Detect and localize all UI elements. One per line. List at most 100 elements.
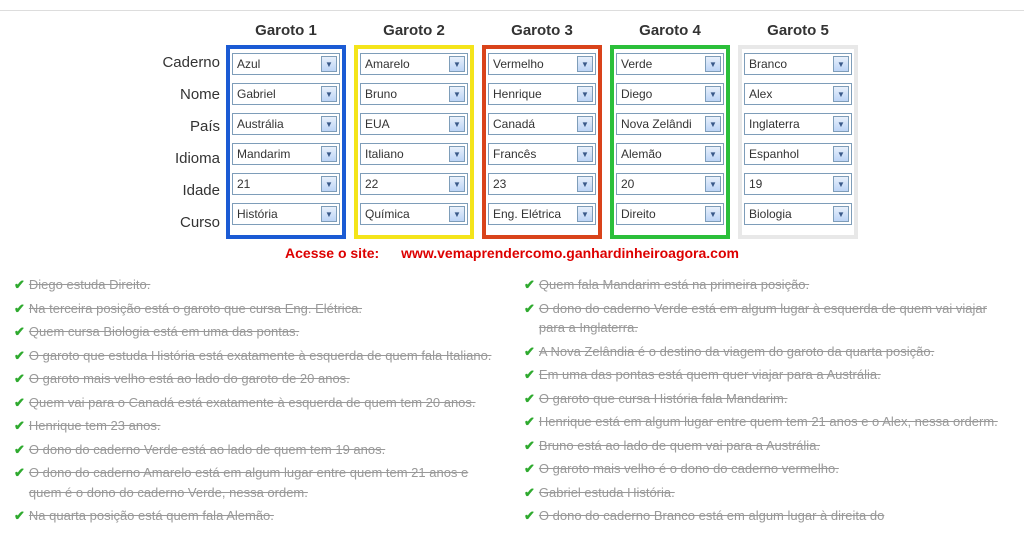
check-icon: ✔ (14, 275, 25, 295)
clues: ✔Diego estuda Direito.✔Na terceira posiç… (0, 271, 1024, 530)
chevron-down-icon[interactable]: ▼ (449, 206, 465, 222)
dropdown-select[interactable]: Verde▼ (616, 53, 724, 75)
dropdown-select[interactable]: Alemão▼ (616, 143, 724, 165)
dropdown-select[interactable]: 23▼ (488, 173, 596, 195)
chevron-down-icon[interactable]: ▼ (321, 146, 337, 162)
dropdown-select[interactable]: Mandarim▼ (232, 143, 340, 165)
dropdown-select[interactable]: 21▼ (232, 173, 340, 195)
dropdown-select[interactable]: Inglaterra▼ (744, 113, 852, 135)
divider (0, 10, 1024, 11)
clue-item: ✔A Nova Zelândia é o destino da viagem d… (524, 342, 1010, 362)
dropdown-value: 19 (749, 177, 762, 191)
chevron-down-icon[interactable]: ▼ (705, 86, 721, 102)
clue-text: O dono do caderno Branco está em algum l… (539, 506, 884, 526)
chevron-down-icon[interactable]: ▼ (577, 146, 593, 162)
row-label: Idade (182, 175, 220, 207)
chevron-down-icon[interactable]: ▼ (833, 206, 849, 222)
dropdown-select[interactable]: 19 ▼ (744, 173, 852, 195)
clue-item: ✔Gabriel estuda História. (524, 483, 1010, 503)
chevron-down-icon[interactable]: ▼ (321, 86, 337, 102)
dropdown-select[interactable]: História ▼ (232, 203, 340, 225)
dropdown-value: História (237, 207, 278, 221)
chevron-down-icon[interactable]: ▼ (321, 116, 337, 132)
clues-left: ✔Diego estuda Direito.✔Na terceira posiç… (14, 271, 500, 530)
dropdown-select[interactable]: Bruno▼ (360, 83, 468, 105)
chevron-down-icon[interactable]: ▼ (449, 176, 465, 192)
chevron-down-icon[interactable]: ▼ (449, 56, 465, 72)
dropdown-value: Alex (749, 87, 772, 101)
clue-text: Na terceira posição está o garoto que cu… (29, 299, 362, 319)
dropdown-value: Biologia (749, 207, 792, 221)
chevron-down-icon[interactable]: ▼ (833, 146, 849, 162)
dropdown-select[interactable]: Francês▼ (488, 143, 596, 165)
clue-text: Na quarta posição está quem fala Alemão. (29, 506, 274, 526)
dropdown-select[interactable]: Azul▼ (232, 53, 340, 75)
check-icon: ✔ (524, 436, 535, 456)
chevron-down-icon[interactable]: ▼ (577, 56, 593, 72)
dropdown-select[interactable]: Nova Zelândi▼ (616, 113, 724, 135)
chevron-down-icon[interactable]: ▼ (449, 86, 465, 102)
dropdown-select[interactable]: Biologia ▼ (744, 203, 852, 225)
chevron-down-icon[interactable]: ▼ (833, 86, 849, 102)
clue-item: ✔O garoto que estuda História está exata… (14, 346, 500, 366)
puzzle-column: Garoto 1Azul▼Gabriel▼Austrália▼Mandarim▼… (226, 19, 346, 239)
chevron-down-icon[interactable]: ▼ (321, 206, 337, 222)
column-header: Garoto 5 (738, 19, 858, 43)
dropdown-select[interactable]: Branco▼ (744, 53, 852, 75)
row-label: País (190, 111, 220, 143)
dropdown-select[interactable]: Italiano▼ (360, 143, 468, 165)
clue-item: ✔O dono do caderno Verde está ao lado de… (14, 440, 500, 460)
chevron-down-icon[interactable]: ▼ (577, 206, 593, 222)
row-label: Curso (180, 207, 220, 239)
dropdown-value: Gabriel (237, 87, 276, 101)
dropdown-select[interactable]: Austrália▼ (232, 113, 340, 135)
check-icon: ✔ (14, 463, 25, 483)
dropdown-value: Henrique (493, 87, 542, 101)
dropdown-select[interactable]: Diego▼ (616, 83, 724, 105)
dropdown-select[interactable]: Vermelho ▼ (488, 53, 596, 75)
chevron-down-icon[interactable]: ▼ (833, 176, 849, 192)
dropdown-select[interactable]: EUA▼ (360, 113, 468, 135)
puzzle-column: Garoto 2 Amarelo▼ Bruno▼ EUA▼ Italiano▼ 22▼ Qu… (354, 19, 474, 239)
check-icon: ✔ (14, 369, 25, 389)
dropdown-select[interactable]: Amarelo▼ (360, 53, 468, 75)
dropdown-select[interactable]: Henrique ▼ (488, 83, 596, 105)
dropdown-select[interactable]: Gabriel ▼ (232, 83, 340, 105)
column-header: Garoto 2 (354, 19, 474, 43)
row-labels: CadernoNomePaísIdiomaIdadeCurso (0, 19, 220, 239)
dropdown-select[interactable]: Alex ▼ (744, 83, 852, 105)
dropdown-select[interactable]: Química▼ (360, 203, 468, 225)
dropdown-select[interactable]: Direito▼ (616, 203, 724, 225)
column-body: Verde▼ Diego▼ Nova Zelândi▼ Alemão▼ 20▼ Direi… (610, 45, 730, 239)
chevron-down-icon[interactable]: ▼ (705, 146, 721, 162)
chevron-down-icon[interactable]: ▼ (449, 116, 465, 132)
chevron-down-icon[interactable]: ▼ (705, 116, 721, 132)
chevron-down-icon[interactable]: ▼ (449, 146, 465, 162)
chevron-down-icon[interactable]: ▼ (577, 86, 593, 102)
clue-item: ✔O garoto que cursa História fala Mandar… (524, 389, 1010, 409)
chevron-down-icon[interactable]: ▼ (577, 176, 593, 192)
chevron-down-icon[interactable]: ▼ (705, 206, 721, 222)
chevron-down-icon[interactable]: ▼ (577, 116, 593, 132)
clue-text: O dono do caderno Amarelo está em algum … (29, 463, 500, 502)
dropdown-select[interactable]: 22▼ (360, 173, 468, 195)
puzzle-column: Garoto 3Vermelho▼Henrique▼Canadá▼Francês… (482, 19, 602, 239)
dropdown-select[interactable]: 20▼ (616, 173, 724, 195)
column-body: Azul▼Gabriel▼Austrália▼Mandarim▼21▼Histó… (226, 45, 346, 239)
dropdown-value: Vermelho (493, 57, 544, 71)
chevron-down-icon[interactable]: ▼ (321, 176, 337, 192)
check-icon: ✔ (14, 393, 25, 413)
chevron-down-icon[interactable]: ▼ (705, 176, 721, 192)
clue-item: ✔Quem cursa Biologia está em uma das pon… (14, 322, 500, 342)
dropdown-select[interactable]: Eng. Elétrica▼ (488, 203, 596, 225)
puzzle-column: Garoto 4Verde▼Diego▼Nova Zelândi▼Alemão▼… (610, 19, 730, 239)
clue-item: ✔Quem fala Mandarim está na primeira pos… (524, 275, 1010, 295)
chevron-down-icon[interactable]: ▼ (321, 56, 337, 72)
chevron-down-icon[interactable]: ▼ (705, 56, 721, 72)
site-url[interactable]: www.vemaprendercomo.ganhardinheiroagora.… (401, 245, 739, 261)
chevron-down-icon[interactable]: ▼ (833, 116, 849, 132)
dropdown-select[interactable]: Espanhol▼ (744, 143, 852, 165)
chevron-down-icon[interactable]: ▼ (833, 56, 849, 72)
dropdown-select[interactable]: Canadá▼ (488, 113, 596, 135)
check-icon: ✔ (14, 506, 25, 526)
